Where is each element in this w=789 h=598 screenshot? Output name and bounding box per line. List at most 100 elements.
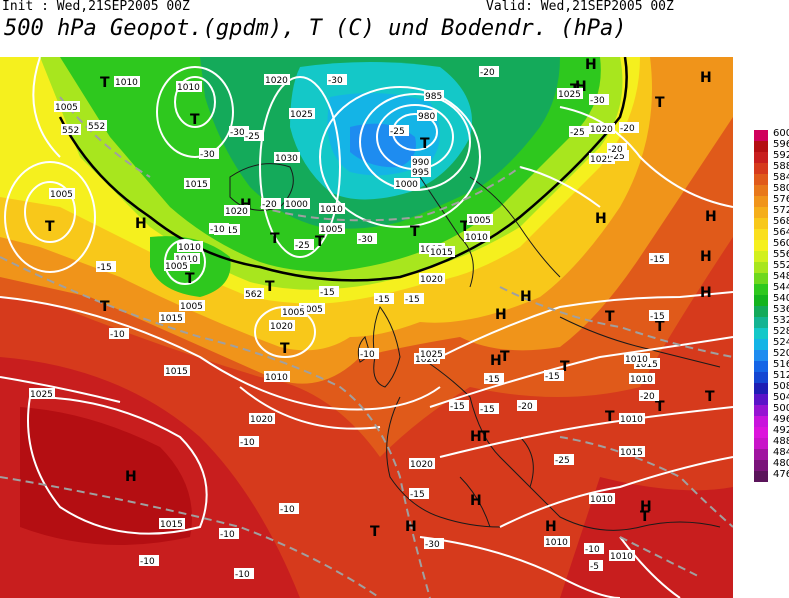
temperature-label: -20 [608,145,623,155]
legend-label: 580 [773,183,789,194]
temperature-label-bg [327,74,347,85]
pressure-label-bg [429,246,455,257]
temperature-label-bg [374,293,394,304]
temperature-label: -25 [610,152,625,162]
pressure-label-bg [319,223,345,234]
low-marker: T [640,509,650,525]
temperature-label: -10 [585,545,600,555]
legend-swatch [754,471,768,482]
legend-label: 528 [773,326,789,337]
pressure-label: 1005 [320,225,343,235]
pressure-label-bg [174,253,200,264]
weather-map: HHHHHHHHHHHHHHHHHHTTTTTTTTTTTTTTTTTTTTTT… [0,57,733,598]
pressure-label-bg [289,108,315,119]
temperature-label: -25 [390,127,405,137]
temperature-label-bg [319,286,339,297]
pressure-label: 1000 [285,200,308,210]
temperature-label-bg [209,223,229,234]
legend-swatch [754,438,768,449]
pressure-label: 1015 [160,520,183,530]
temperature-label-bg [517,400,537,411]
legend-swatch [754,383,768,394]
legend-label: 496 [773,414,789,425]
legend-label: 480 [773,458,789,469]
pressure-label: 1010 [625,355,648,365]
pressure-label-bg [319,203,345,214]
temperature-label-bg [589,94,609,105]
pressure-centers: HHHHHHHHHHHHHHHHHHTTTTTTTTTTTTTTTTTTTTTT… [45,57,717,540]
low-marker: T [605,309,615,325]
pressure-label-bg [419,348,445,359]
pressure-label-bg [264,74,290,85]
geopotential-label-bg [244,288,264,299]
pressure-label-bg [299,303,325,314]
temperature-label: -15 [410,490,425,500]
low-marker: T [280,341,290,357]
legend-swatch [754,240,768,251]
temperature-label-bg [569,126,589,137]
high-marker: H [700,70,712,86]
field-600 [20,407,192,545]
legend-swatch [754,394,768,405]
pressure-label-bg [176,81,202,92]
pressure-label-bg [424,90,444,101]
legend-label: 600 [773,128,789,139]
temperature-label-bg [607,143,627,154]
legend-label: 564 [773,227,789,238]
legend-label: 552 [773,260,789,271]
high-marker: H [135,216,147,232]
low-marker: T [420,136,430,152]
legend-label: 556 [773,249,789,260]
chart-title: 500 hPa Geopot.(gpdm), T (C) und Bodendr… [4,16,627,41]
pressure-label: 990 [412,158,429,168]
legend-label: 584 [773,172,789,183]
temperature-label: -15 [650,255,665,265]
temperature-label: -30 [425,540,440,550]
pressure-label: 1000 [395,180,418,190]
legend-label: 508 [773,381,789,392]
legend-label: 484 [773,447,789,458]
legend-label: 488 [773,436,789,447]
field-544-west [150,236,231,297]
temperature-label-bg [479,66,499,77]
valid-time: Valid: Wed,21SEP2005 00Z [486,0,674,14]
pressure-label: 1005 [468,216,491,226]
pressure-label-bg [224,205,250,216]
pressure-label-bg [557,88,583,99]
legend-swatch [754,174,768,185]
low-marker: T [655,399,665,415]
geopotential-label: 562 [245,290,262,300]
pressure-label: 1020 [415,355,438,365]
pressure-label-bg [164,365,190,376]
pressure-label: 1025 [590,155,613,165]
temperature-label: -20 [262,200,277,210]
legend-swatch [754,163,768,174]
temperature-label-bg [404,293,424,304]
pressure-label-bg [29,388,55,399]
pressure-label: 1015 [160,314,183,324]
legend-label: 532 [773,315,789,326]
legend-swatch [754,273,768,284]
temperature-label: -15 [545,372,560,382]
pressure-label-bg [619,446,645,457]
legend-swatch [754,460,768,471]
high-marker: H [640,499,652,515]
legend-label: 520 [773,348,789,359]
temperature-label-bg [609,150,629,161]
pressure-label-bg [114,76,140,87]
pressure-label-bg [467,214,493,225]
pressure-label: 1015 [185,180,208,190]
pressure-label-bg [411,166,431,177]
legend-label: 536 [773,304,789,315]
pressure-label: 1010 [177,83,200,93]
temperature-label-bg [294,239,314,250]
temperature-label-bg [554,454,574,465]
pressure-label: 1020 [225,207,248,217]
temperature-label: -30 [358,235,373,245]
temperature-label-bg [229,126,249,137]
pressure-label: 1010 [620,415,643,425]
pressure-label-bg [411,156,431,167]
pressure-label: 1020 [410,460,433,470]
pressure-label-bg [629,373,655,384]
pressure-label-bg [589,153,615,164]
